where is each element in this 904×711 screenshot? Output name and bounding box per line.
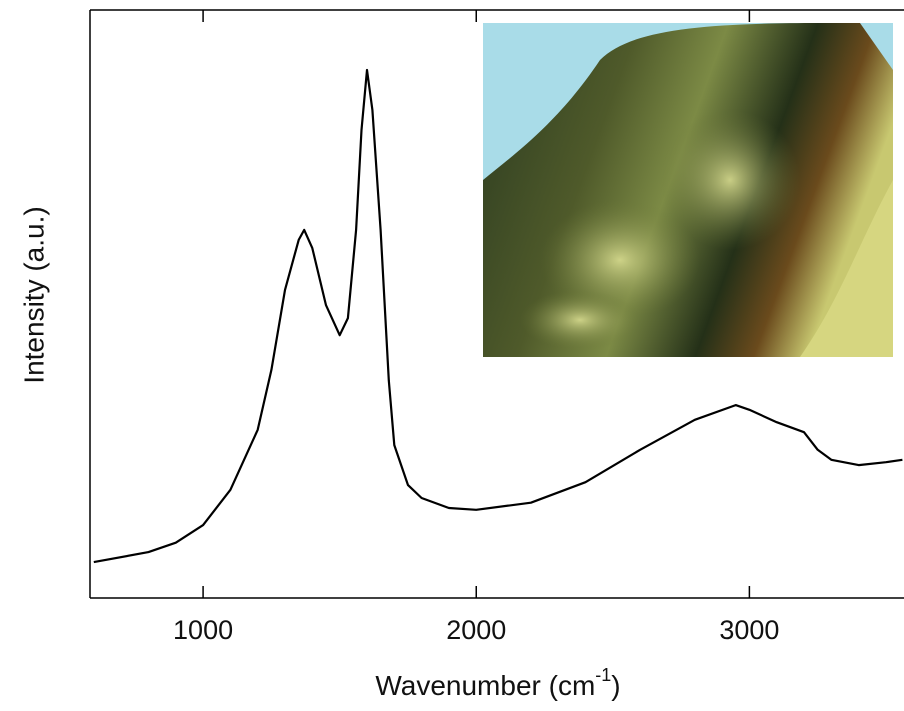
- x-tick-label: 3000: [719, 615, 779, 645]
- y-axis-label: Intensity (a.u.): [18, 206, 49, 383]
- x-label-suffix: ): [611, 670, 620, 701]
- x-tick-label: 2000: [446, 615, 506, 645]
- x-axis-label: Wavenumber (cm-1): [375, 665, 620, 702]
- frame: [89, 9, 904, 599]
- x-label-main: Wavenumber (cm: [375, 670, 595, 701]
- spectrum-line: [93, 68, 903, 564]
- x-label-superscript: -1: [595, 665, 611, 685]
- inset-photo: [483, 23, 893, 357]
- x-tick-label: 1000: [173, 615, 233, 645]
